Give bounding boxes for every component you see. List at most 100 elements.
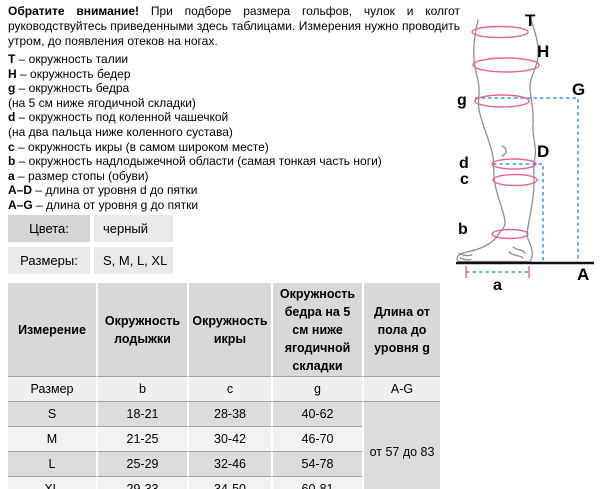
legend-item-g-note: (на 5 см ниже ягодичной складки): [8, 96, 460, 111]
sizes-value: S, M, L, XL: [94, 247, 173, 274]
diagram-label-c: c: [460, 171, 469, 188]
leg-back-edge: [526, 16, 539, 234]
cell-b: 21-25: [96, 426, 187, 451]
col-header-thigh: Окружность бедра на 5 см ниже ягодичной …: [271, 283, 362, 376]
girth-ellipse-g: [474, 94, 530, 108]
cell-g: 54-78: [271, 451, 362, 476]
colors-value: черный: [94, 215, 173, 242]
legend-text: – окружность бедра: [15, 81, 130, 96]
intro-paragraph: Обратите внимание! При подборе размера г…: [8, 4, 460, 48]
leg-measurement-diagram: T H G g D d c b A a: [456, 11, 594, 292]
legend-text: – длина от уровня d до пятки: [32, 183, 198, 198]
legend-item-d: d – окружность под коленной чашечкой: [8, 110, 460, 125]
legend-text: (на два пальца ниже коленного сустава): [8, 124, 233, 139]
legend-key: b: [8, 154, 16, 169]
diagram-label-a: a: [493, 277, 502, 292]
dashed-guides: [466, 97, 579, 273]
legend-text: – окружность талии: [15, 52, 129, 66]
leg-outline: [456, 16, 539, 263]
col-header-ankle: Окружность лодыжки: [96, 283, 187, 376]
diagram-label-D: D: [537, 142, 549, 161]
param-b: b: [96, 376, 187, 401]
legend-key: a: [8, 168, 15, 183]
diagram-label-g: g: [457, 92, 467, 109]
cell-c: 28-38: [187, 401, 271, 426]
legend-key: g: [8, 81, 16, 96]
size-row-l: L 25-29 32-46 54-78: [8, 451, 440, 476]
legend-text: – окружность надлодыжечной области (сама…: [15, 154, 382, 169]
a-measure-ticks: [465, 266, 530, 278]
legend-item-g: g – окружность бедра: [8, 81, 460, 96]
girth-ellipse-c: [492, 173, 538, 187]
param-ag: A-G: [362, 376, 440, 401]
cell-size: S: [8, 401, 96, 426]
diagram-label-G: G: [572, 80, 585, 99]
dashed-line-g-G: [475, 97, 579, 262]
param-row: Размер b c g A-G: [8, 376, 440, 401]
size-row-s: S 18-21 28-38 40-62 от 57 до 83: [8, 401, 440, 489]
legend-item-T: T – окружность талии: [8, 52, 460, 67]
size-table-header-row: Измерение Окружность лодыжки Окружность …: [8, 283, 440, 376]
cell-c: 34-50: [187, 476, 271, 489]
toe-detail: [458, 252, 473, 261]
legend-text: – окружность бедер: [16, 66, 131, 81]
legend-item-H: H – окружность бедер: [8, 67, 460, 82]
legend-item-d-note: (на два пальца ниже коленного сустава): [8, 125, 460, 140]
legend-key: T: [8, 52, 16, 66]
legend-text: – длина от уровня g до пятки: [32, 197, 199, 212]
diagram-label-T: T: [525, 11, 536, 30]
legend-key: A–G: [8, 197, 33, 212]
legend-key: H: [8, 66, 17, 81]
cell-size: M: [8, 426, 96, 451]
foot-outline: [456, 231, 533, 263]
param-size: Размер: [8, 376, 96, 401]
sizes-row: Размеры: S, M, L, XL: [8, 247, 173, 274]
legend-item-AG: A–G – длина от уровня g до пятки: [8, 198, 460, 213]
legend-key: c: [8, 139, 15, 154]
cell-b: 29-33: [96, 476, 187, 489]
legend-key: A–D: [8, 183, 33, 198]
size-row-xl: XL 29-33 34-50 60-81: [8, 476, 440, 489]
legend-item-AD: A–D – длина от уровня d до пятки: [8, 183, 460, 198]
legend-item-a: a – размер стопы (обуви): [8, 169, 460, 184]
colors-label: Цвета:: [8, 215, 90, 242]
measurement-legend: T – окружность талии H – окружность беде…: [8, 52, 460, 213]
cell-size: L: [8, 451, 96, 476]
legend-text: (на 5 см ниже ягодичной складки): [8, 95, 196, 110]
diagram-label-H: H: [537, 42, 549, 61]
cell-c: 32-46: [187, 451, 271, 476]
col-header-calf: Окружность икры: [187, 283, 271, 376]
cell-b: 25-29: [96, 451, 187, 476]
size-table: Измерение Окружность лодыжки Окружность …: [8, 283, 440, 489]
girth-ellipse-d: [491, 158, 537, 170]
diagram-label-d: d: [459, 155, 469, 172]
diagram-label-b: b: [458, 221, 468, 238]
ankle-detail: [508, 246, 526, 259]
legend-item-b: b – окружность надлодыжечной области (са…: [8, 154, 460, 169]
knee-crease: [501, 145, 507, 157]
col-header-length: Длина от пола до уровня g: [362, 283, 440, 376]
intro-bold-lead: Обратите внимание!: [8, 4, 140, 18]
size-row-m: M 21-25 30-42 46-70: [8, 426, 440, 451]
girth-ellipse-T: [471, 25, 529, 39]
leg-front-edge: [473, 19, 506, 233]
sizes-label: Размеры:: [8, 247, 90, 274]
girth-ellipses: [465, 25, 540, 278]
cell-g: 40-62: [271, 401, 362, 426]
colors-row: Цвета: черный: [8, 215, 173, 242]
attributes-block: Цвета: черный Размеры: S, M, L, XL: [8, 215, 173, 279]
diagram-label-A: A: [577, 265, 589, 284]
girth-ellipse-H: [472, 57, 540, 73]
intro-text: При подборе размера гольфов, чулок и кол…: [8, 4, 461, 48]
cell-b: 18-21: [96, 401, 187, 426]
legend-text: – окружность икры (в самом широком месте…: [14, 139, 269, 154]
cell-g: 46-70: [271, 426, 362, 451]
cell-size: XL: [8, 476, 96, 489]
param-c: c: [187, 376, 271, 401]
col-header-measurement: Измерение: [8, 283, 96, 376]
param-g: g: [271, 376, 362, 401]
legend-text: – окружность под коленной чашечкой: [15, 110, 229, 125]
legend-item-c: c – окружность икры (в самом широком мес…: [8, 140, 460, 155]
cell-ag-merged: от 57 до 83: [362, 401, 440, 489]
